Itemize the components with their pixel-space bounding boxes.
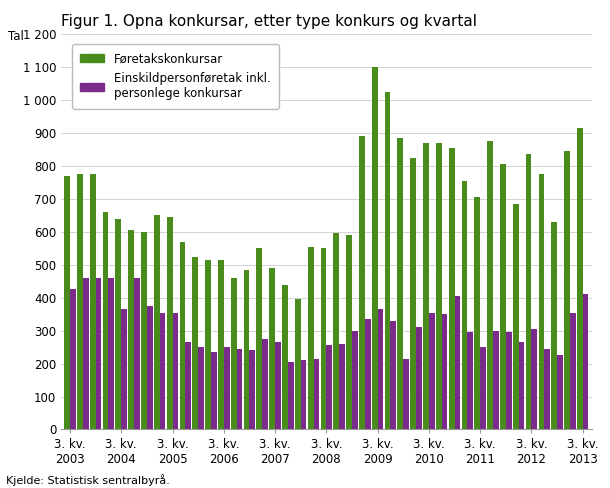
Bar <box>301 360 306 429</box>
Bar <box>551 222 557 429</box>
Bar <box>493 331 499 429</box>
Bar <box>467 332 473 429</box>
Bar <box>365 319 370 429</box>
Bar <box>352 331 357 429</box>
Bar <box>134 278 140 429</box>
Bar <box>218 260 224 429</box>
Bar <box>583 294 589 429</box>
Bar <box>128 230 134 429</box>
Bar <box>531 329 537 429</box>
Bar <box>359 136 365 429</box>
Bar <box>436 143 442 429</box>
Bar <box>334 233 339 429</box>
Bar <box>96 278 101 429</box>
Bar <box>102 212 109 429</box>
Bar <box>308 246 314 429</box>
Bar <box>167 217 173 429</box>
Bar <box>160 312 165 429</box>
Bar <box>500 164 506 429</box>
Bar <box>121 309 127 429</box>
Bar <box>224 347 229 429</box>
Bar <box>480 347 486 429</box>
Bar <box>288 362 293 429</box>
Bar <box>372 67 378 429</box>
Bar <box>154 215 160 429</box>
Bar <box>526 154 531 429</box>
Bar <box>346 235 352 429</box>
Bar <box>109 278 114 429</box>
Bar <box>403 359 409 429</box>
Bar <box>454 296 461 429</box>
Bar <box>90 174 96 429</box>
Bar <box>192 257 198 429</box>
Bar <box>295 299 301 429</box>
Bar <box>518 342 525 429</box>
Bar <box>70 289 76 429</box>
Bar <box>339 344 345 429</box>
Bar <box>462 181 467 429</box>
Bar <box>249 350 255 429</box>
Bar <box>243 270 249 429</box>
Bar <box>475 197 480 429</box>
Bar <box>390 321 397 429</box>
Bar <box>513 204 518 429</box>
Legend: Føretakskonkursar, Einskildpersonføretak inkl.
personlege konkursar: Føretakskonkursar, Einskildpersonføretak… <box>72 44 279 109</box>
Bar <box>539 174 544 429</box>
Bar <box>141 232 147 429</box>
Bar <box>205 260 211 429</box>
Bar <box>442 314 448 429</box>
Bar <box>398 138 403 429</box>
Bar <box>231 278 237 429</box>
Bar <box>314 359 319 429</box>
Bar <box>385 92 390 429</box>
Bar <box>449 148 454 429</box>
Bar <box>429 312 435 429</box>
Bar <box>237 349 242 429</box>
Bar <box>326 346 332 429</box>
Bar <box>115 219 121 429</box>
Bar <box>179 242 185 429</box>
Bar <box>77 174 83 429</box>
Bar <box>256 248 262 429</box>
Bar <box>564 151 570 429</box>
Bar <box>577 128 583 429</box>
Bar <box>487 141 493 429</box>
Bar <box>570 312 576 429</box>
Bar <box>147 306 152 429</box>
Bar <box>269 268 275 429</box>
Bar <box>544 349 550 429</box>
Bar <box>321 248 326 429</box>
Bar <box>198 347 204 429</box>
Bar <box>557 355 563 429</box>
Bar <box>416 327 422 429</box>
Bar <box>411 158 416 429</box>
Bar <box>378 309 384 429</box>
Bar <box>173 312 178 429</box>
Bar <box>83 278 88 429</box>
Bar <box>282 285 288 429</box>
Bar <box>275 342 281 429</box>
Bar <box>506 332 512 429</box>
Bar <box>64 176 70 429</box>
Text: Kjelde: Statistisk sentralbyrå.: Kjelde: Statistisk sentralbyrå. <box>6 474 170 486</box>
Bar <box>262 339 268 429</box>
Bar <box>211 352 217 429</box>
Bar <box>185 342 191 429</box>
Text: Figur 1. Opna konkursar, etter type konkurs og kvartal: Figur 1. Opna konkursar, etter type konk… <box>61 14 477 29</box>
Bar <box>423 143 429 429</box>
Y-axis label: Tal: Tal <box>8 30 24 43</box>
